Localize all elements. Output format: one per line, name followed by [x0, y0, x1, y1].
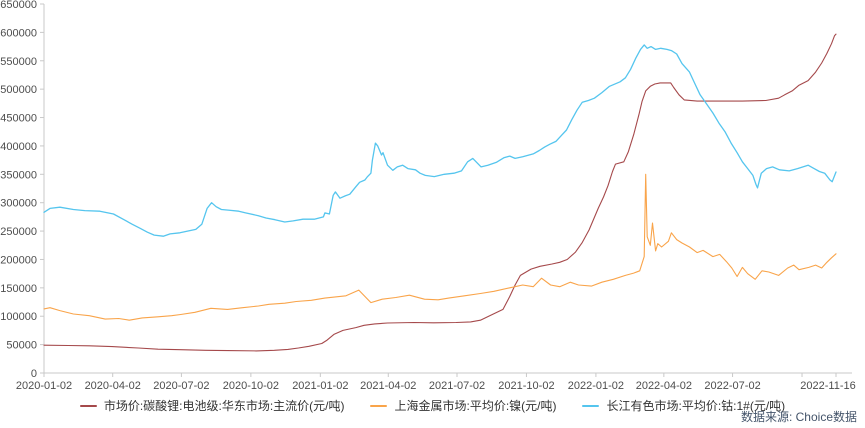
- legend-label: 市场价:碳酸锂:电池级:华东市场:主流价(元/吨): [103, 399, 345, 413]
- y-tick-label: 150000: [0, 283, 37, 295]
- y-tick-label: 600000: [0, 27, 37, 39]
- series-line-2[interactable]: [43, 44, 837, 237]
- y-tick-label: 50000: [6, 340, 37, 352]
- legend-item-lithium-carbonate[interactable]: 市场价:碳酸锂:电池级:华东市场:主流价(元/吨): [79, 397, 345, 414]
- y-tick-label: 350000: [0, 169, 37, 181]
- y-tick-label: 0: [31, 368, 37, 380]
- x-tick-label: 2022-07-02: [704, 380, 760, 392]
- legend-label: 上海金属市场:平均价:镍(元/吨): [394, 399, 557, 413]
- y-tick-label: 100000: [0, 311, 37, 323]
- x-tick-label: 2022-04-02: [636, 380, 692, 392]
- x-tick-label: 2020-04-02: [85, 380, 141, 392]
- x-tick-label: 2021-01-02: [292, 380, 348, 392]
- y-tick-label: 550000: [0, 56, 37, 68]
- y-tick-label: 400000: [0, 141, 37, 153]
- series-line-0[interactable]: [43, 33, 837, 352]
- legend-label: 长江有色市场:平均价:钴:1#(元/吨): [606, 399, 786, 413]
- y-tick-label: 500000: [0, 84, 37, 96]
- nickel-series-marker-icon: [370, 404, 388, 407]
- x-tick-label: 2021-04-02: [360, 380, 416, 392]
- cobalt-series-marker-icon: [582, 404, 600, 407]
- x-tick-label: 2020-07-02: [153, 380, 209, 392]
- y-tick-label: 300000: [0, 198, 37, 210]
- y-tick-label: 250000: [0, 226, 37, 238]
- x-tick-label: 2022-11-16: [800, 380, 855, 392]
- legend-item-cobalt[interactable]: 长江有色市场:平均价:钴:1#(元/吨): [582, 397, 785, 414]
- x-tick-label: 2020-10-02: [223, 380, 279, 392]
- y-tick-label: 650000: [0, 0, 37, 11]
- y-tick-label: 200000: [0, 254, 37, 266]
- legend-item-nickel[interactable]: 上海金属市场:平均价:镍(元/吨): [370, 397, 556, 414]
- x-tick-label: 2021-07-02: [429, 380, 485, 392]
- x-tick-label: 2022-01-02: [568, 380, 624, 392]
- lithium-series-marker-icon: [79, 404, 97, 407]
- price-line-chart: 0 50000 100000 150000 200000 250000 300000 3500…: [0, 0, 855, 392]
- x-tick-label: 2020-01-02: [16, 380, 72, 392]
- data-source-note: 数据来源: Choice数据: [740, 410, 857, 424]
- series-line-1[interactable]: [43, 173, 837, 321]
- y-tick-label: 450000: [0, 113, 37, 125]
- x-tick-label: 2021-10-02: [498, 380, 554, 392]
- chart-legend: 市场价:碳酸锂:电池级:华东市场:主流价(元/吨) 上海金属市场:平均价:镍(元…: [0, 397, 865, 414]
